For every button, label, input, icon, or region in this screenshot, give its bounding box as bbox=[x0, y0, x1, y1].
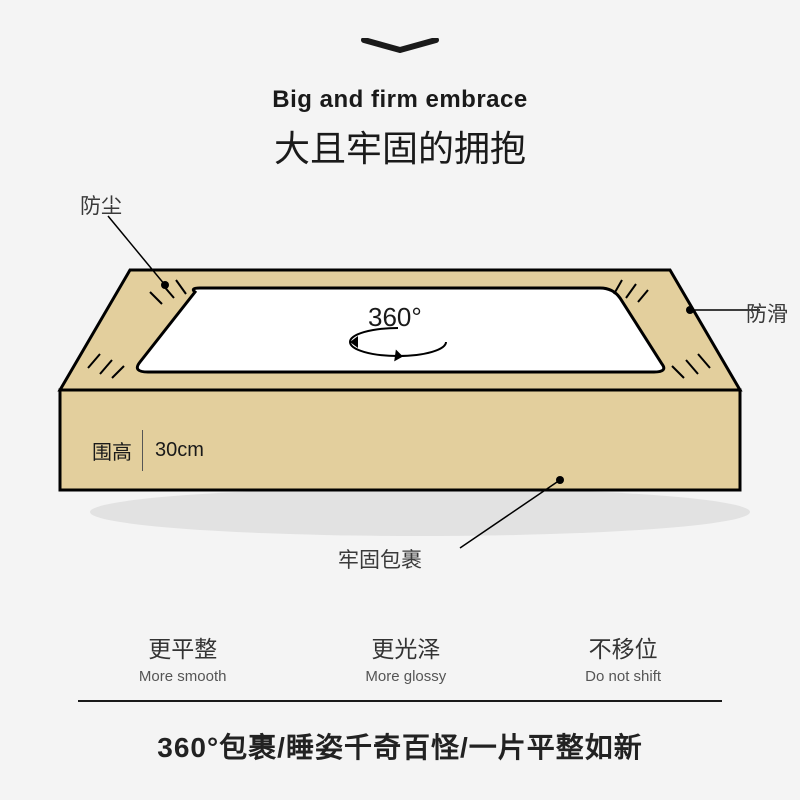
divider bbox=[78, 700, 722, 702]
feature-noshift-zh: 不移位 bbox=[585, 630, 661, 664]
mattress-diagram bbox=[0, 180, 800, 600]
label-wrap: 牢固包裹 bbox=[338, 544, 422, 574]
height-value: 30cm bbox=[143, 433, 216, 468]
rotation-label: 360° bbox=[368, 302, 422, 333]
label-dust: 防尘 bbox=[80, 190, 122, 220]
feature-glossy-zh: 更光泽 bbox=[365, 630, 446, 664]
feature-glossy: 更光泽 More glossy bbox=[365, 630, 446, 685]
height-key: 围高 bbox=[82, 430, 143, 471]
feature-smooth-zh: 更平整 bbox=[139, 630, 227, 664]
feature-noshift-en: Do not shift bbox=[585, 668, 661, 685]
feature-glossy-en: More glossy bbox=[365, 668, 446, 685]
title-chinese: 大且牢固的拥抱 bbox=[0, 120, 800, 172]
bottom-tagline: 360°包裹/睡姿千奇百怪/一片平整如新 bbox=[0, 726, 800, 766]
features-row: 更平整 More smooth 更光泽 More glossy 不移位 Do n… bbox=[0, 630, 800, 685]
feature-noshift: 不移位 Do not shift bbox=[585, 630, 661, 685]
feature-smooth-en: More smooth bbox=[139, 668, 227, 685]
title-english: Big and firm embrace bbox=[0, 86, 800, 114]
label-slip: 防滑 bbox=[746, 298, 788, 328]
height-badge: 围高 30cm bbox=[82, 430, 216, 471]
chevron-icon bbox=[360, 38, 440, 54]
feature-smooth: 更平整 More smooth bbox=[139, 630, 227, 685]
